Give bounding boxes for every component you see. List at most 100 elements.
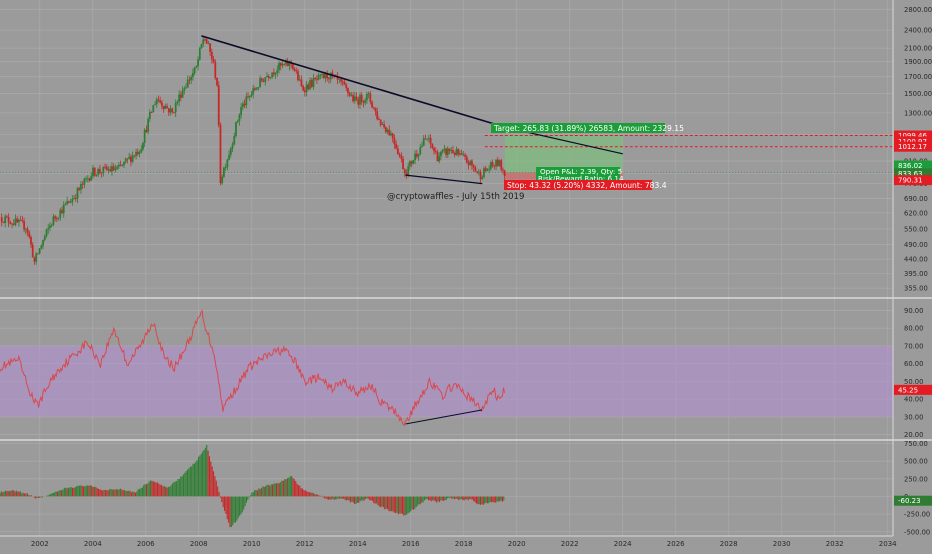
rsi-line xyxy=(0,309,506,427)
candle-body-65 xyxy=(112,166,115,171)
candle-body-249 xyxy=(429,137,432,144)
candle-body-17 xyxy=(30,237,32,245)
candle-body-140 xyxy=(241,103,244,108)
candle-body-115 xyxy=(198,48,201,60)
macd-tick-label-5: 750.00 xyxy=(904,440,928,448)
candle-body-69 xyxy=(119,164,122,166)
candle-body-165 xyxy=(285,60,287,65)
candle-body-274 xyxy=(472,165,475,168)
candle-body-290 xyxy=(500,160,503,170)
candle-body-157 xyxy=(271,72,274,77)
candle-body-156 xyxy=(269,76,272,78)
candle-body-284 xyxy=(489,162,492,169)
candle-body-138 xyxy=(238,114,241,121)
trendline-2[interactable] xyxy=(405,174,483,185)
target-zone[interactable] xyxy=(504,135,623,173)
candle-body-238 xyxy=(410,161,413,164)
candle-body-244 xyxy=(421,145,423,148)
candle-body-96 xyxy=(166,106,168,109)
rsi-divergence-line[interactable] xyxy=(405,409,483,425)
stop-label-box xyxy=(504,180,652,190)
badge-macd-value-text: -60.23 xyxy=(898,497,921,505)
candle-body-258 xyxy=(445,148,448,155)
candle-body-205 xyxy=(353,96,356,102)
candle-body-12 xyxy=(21,220,24,222)
candle-body-265 xyxy=(457,149,460,155)
price-tick-label-6: 690.00 xyxy=(904,195,928,203)
candle-body-169 xyxy=(291,63,294,69)
trendline-0[interactable] xyxy=(201,35,506,128)
candle-body-126 xyxy=(217,85,220,126)
candle-body-229 xyxy=(395,144,398,149)
price-tick-label-16: 2100.00 xyxy=(904,45,932,53)
candle-body-275 xyxy=(474,167,477,172)
candle-body-99 xyxy=(171,108,174,113)
candle-body-248 xyxy=(427,137,430,139)
price-tick-label-3: 490.00 xyxy=(904,241,928,249)
candle-body-190 xyxy=(328,78,330,80)
candle-body-34 xyxy=(59,209,62,218)
time-axis[interactable]: 2002 2004 2006 2008 2010 2012 2014 2016 2018 2020… xyxy=(31,540,897,548)
candle-body-121 xyxy=(209,43,212,52)
candle-body-242 xyxy=(417,154,420,157)
badge-last-price-text: 836.02 xyxy=(898,162,923,170)
candle-body-144 xyxy=(248,95,251,98)
candlestick-series xyxy=(0,36,506,265)
candle-body-81 xyxy=(140,149,143,153)
time-tick-label-2028: 2028 xyxy=(720,540,738,548)
candle-body-253 xyxy=(436,152,439,162)
candle-body-172 xyxy=(297,71,299,81)
candle-body-148 xyxy=(255,88,258,90)
time-tick-label-2026: 2026 xyxy=(667,540,685,548)
candle-body-44 xyxy=(76,188,79,199)
candle-body-224 xyxy=(386,129,389,133)
candle-body-230 xyxy=(396,148,399,154)
candle-body-47 xyxy=(81,184,84,185)
candle-body-2 xyxy=(4,216,7,223)
candle-body-136 xyxy=(235,122,237,136)
badge-target-level-box xyxy=(894,130,932,141)
candle-body-288 xyxy=(496,159,499,166)
open-pnl-text: Open P&L: 2.39, Qty: 5 xyxy=(540,167,622,176)
rsi-series xyxy=(0,309,506,427)
time-tick-label-2024: 2024 xyxy=(614,540,632,548)
price-tick-label-13: 1500.00 xyxy=(904,90,932,98)
candle-body-59 xyxy=(102,166,105,173)
candle-body-49 xyxy=(85,178,88,180)
candle-body-118 xyxy=(204,39,206,41)
candle-body-241 xyxy=(415,153,418,157)
badge-entry-level-text: 1012.17 xyxy=(898,143,927,151)
candle-body-261 xyxy=(450,150,453,152)
candle-body-245 xyxy=(422,138,425,146)
badge-last-price-box xyxy=(894,160,932,171)
candle-body-239 xyxy=(412,160,415,164)
candle-body-188 xyxy=(324,73,327,79)
stop-label[interactable]: Stop: 43.32 (5.20%) 4332, Amount: 783.4 xyxy=(504,180,667,190)
candle-body-180 xyxy=(310,80,313,87)
price-tick-label-12: 1300.00 xyxy=(904,109,932,117)
candle-body-58 xyxy=(100,172,103,174)
candle-body-149 xyxy=(257,87,260,89)
candle-body-84 xyxy=(145,129,148,132)
candle-body-132 xyxy=(228,154,230,160)
badge-level-2-box xyxy=(894,136,932,147)
open-pnl-label[interactable]: Open P&L: 2.39, Qty: 5 Risk/Reward Ratio… xyxy=(536,167,624,183)
stop-label-text: Stop: 43.32 (5.20%) 4332, Amount: 783.4 xyxy=(507,181,667,190)
candle-body-278 xyxy=(479,171,482,180)
candle-body-98 xyxy=(169,108,172,113)
candle-body-198 xyxy=(341,81,344,83)
candle-body-19 xyxy=(33,257,36,262)
candle-body-89 xyxy=(154,104,156,106)
candle-body-10 xyxy=(18,220,20,223)
candle-body-196 xyxy=(338,79,341,80)
price-tick-label-17: 2400.00 xyxy=(904,27,932,35)
candle-body-159 xyxy=(274,72,277,75)
target-label[interactable]: Target: 265.83 (31.89%) 26583, Amount: 2… xyxy=(491,123,684,133)
target-label-text: Target: 265.83 (31.89%) 26583, Amount: 2… xyxy=(493,124,684,133)
candle-body-247 xyxy=(426,138,429,140)
candle-body-20 xyxy=(35,253,38,262)
candle-body-291 xyxy=(502,169,504,171)
